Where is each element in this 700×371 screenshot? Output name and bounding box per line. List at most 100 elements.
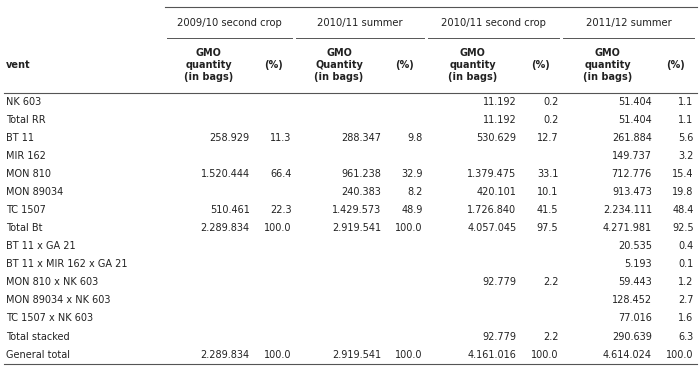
- Text: Total RR: Total RR: [6, 115, 46, 125]
- Text: 4.057.045: 4.057.045: [467, 223, 517, 233]
- Text: MIR 162: MIR 162: [6, 151, 46, 161]
- Text: 240.383: 240.383: [341, 187, 381, 197]
- Text: 4.161.016: 4.161.016: [468, 349, 517, 359]
- Text: 20.535: 20.535: [618, 241, 652, 251]
- Text: 1.726.840: 1.726.840: [468, 205, 517, 215]
- Text: BT 11: BT 11: [6, 133, 34, 143]
- Text: 5.6: 5.6: [678, 133, 694, 143]
- Text: MON 810 x NK 603: MON 810 x NK 603: [6, 278, 98, 288]
- Text: GMO
quantity
(in bags): GMO quantity (in bags): [184, 48, 233, 82]
- Text: 100.0: 100.0: [666, 349, 694, 359]
- Text: 5.193: 5.193: [624, 259, 652, 269]
- Text: (%): (%): [531, 60, 550, 70]
- Text: 1.1: 1.1: [678, 115, 694, 125]
- Text: General total: General total: [6, 349, 69, 359]
- Text: Total stacked: Total stacked: [6, 332, 69, 342]
- Text: 51.404: 51.404: [618, 97, 652, 107]
- Text: BT 11 x GA 21: BT 11 x GA 21: [6, 241, 75, 251]
- Text: 6.3: 6.3: [678, 332, 694, 342]
- Text: 0.1: 0.1: [678, 259, 694, 269]
- Text: GMO
quantity
(in bags): GMO quantity (in bags): [448, 48, 497, 82]
- Text: 48.9: 48.9: [402, 205, 423, 215]
- Text: NK 603: NK 603: [6, 97, 41, 107]
- Text: 100.0: 100.0: [264, 349, 291, 359]
- Text: 2.919.541: 2.919.541: [332, 223, 381, 233]
- Text: 97.5: 97.5: [537, 223, 559, 233]
- Text: 66.4: 66.4: [270, 169, 291, 179]
- Text: 510.461: 510.461: [210, 205, 250, 215]
- Text: 2.2: 2.2: [542, 332, 559, 342]
- Text: 1.520.444: 1.520.444: [200, 169, 250, 179]
- Text: 22.3: 22.3: [270, 205, 291, 215]
- Text: 290.639: 290.639: [612, 332, 652, 342]
- Text: 420.101: 420.101: [477, 187, 517, 197]
- Text: TC 1507 x NK 603: TC 1507 x NK 603: [6, 313, 92, 324]
- Text: 3.2: 3.2: [678, 151, 694, 161]
- Text: 19.8: 19.8: [672, 187, 694, 197]
- Text: 77.016: 77.016: [618, 313, 652, 324]
- Text: 4.271.981: 4.271.981: [603, 223, 652, 233]
- Text: 2.2: 2.2: [542, 278, 559, 288]
- Text: 258.929: 258.929: [209, 133, 250, 143]
- Text: 128.452: 128.452: [612, 295, 652, 305]
- Text: 1.379.475: 1.379.475: [467, 169, 517, 179]
- Text: 2.7: 2.7: [678, 295, 694, 305]
- Text: (%): (%): [395, 60, 414, 70]
- Text: MON 89034: MON 89034: [6, 187, 63, 197]
- Text: 51.404: 51.404: [618, 115, 652, 125]
- Text: 11.3: 11.3: [270, 133, 291, 143]
- Text: 92.5: 92.5: [672, 223, 694, 233]
- Text: 2.234.111: 2.234.111: [603, 205, 652, 215]
- Text: GMO
Quantity
(in bags): GMO Quantity (in bags): [314, 48, 364, 82]
- Text: 530.629: 530.629: [477, 133, 517, 143]
- Text: 15.4: 15.4: [672, 169, 694, 179]
- Text: 4.614.024: 4.614.024: [603, 349, 652, 359]
- Text: 100.0: 100.0: [395, 223, 423, 233]
- Text: 2010/11 summer: 2010/11 summer: [317, 17, 402, 27]
- Text: BT 11 x MIR 162 x GA 21: BT 11 x MIR 162 x GA 21: [6, 259, 127, 269]
- Text: (%): (%): [666, 60, 685, 70]
- Text: GMO
quantity
(in bags): GMO quantity (in bags): [583, 48, 633, 82]
- Text: Total Bt: Total Bt: [6, 223, 42, 233]
- Text: 48.4: 48.4: [672, 205, 694, 215]
- Text: 2.289.834: 2.289.834: [200, 349, 250, 359]
- Text: 2009/10 second crop: 2009/10 second crop: [177, 17, 282, 27]
- Text: MON 89034 x NK 603: MON 89034 x NK 603: [6, 295, 110, 305]
- Text: 2011/12 summer: 2011/12 summer: [586, 17, 672, 27]
- Text: 92.779: 92.779: [482, 278, 517, 288]
- Text: vent: vent: [6, 60, 30, 70]
- Text: 33.1: 33.1: [537, 169, 559, 179]
- Text: 0.2: 0.2: [543, 115, 559, 125]
- Text: 288.347: 288.347: [341, 133, 381, 143]
- Text: 913.473: 913.473: [612, 187, 652, 197]
- Text: 0.4: 0.4: [678, 241, 694, 251]
- Text: 8.2: 8.2: [407, 187, 423, 197]
- Text: 261.884: 261.884: [612, 133, 652, 143]
- Text: 92.779: 92.779: [482, 332, 517, 342]
- Text: 1.6: 1.6: [678, 313, 694, 324]
- Text: 12.7: 12.7: [537, 133, 559, 143]
- Text: 149.737: 149.737: [612, 151, 652, 161]
- Text: MON 810: MON 810: [6, 169, 50, 179]
- Text: 2.919.541: 2.919.541: [332, 349, 381, 359]
- Text: 1.1: 1.1: [678, 97, 694, 107]
- Text: 0.2: 0.2: [543, 97, 559, 107]
- Text: 100.0: 100.0: [531, 349, 559, 359]
- Text: 10.1: 10.1: [537, 187, 559, 197]
- Text: 1.2: 1.2: [678, 278, 694, 288]
- Text: (%): (%): [264, 60, 283, 70]
- Text: 961.238: 961.238: [341, 169, 381, 179]
- Text: 2.289.834: 2.289.834: [200, 223, 250, 233]
- Text: 9.8: 9.8: [407, 133, 423, 143]
- Text: 11.192: 11.192: [483, 115, 517, 125]
- Text: TC 1507: TC 1507: [6, 205, 46, 215]
- Text: 1.429.573: 1.429.573: [332, 205, 381, 215]
- Text: 712.776: 712.776: [612, 169, 652, 179]
- Text: 2010/11 second crop: 2010/11 second crop: [441, 17, 546, 27]
- Text: 59.443: 59.443: [618, 278, 652, 288]
- Text: 100.0: 100.0: [264, 223, 291, 233]
- Text: 11.192: 11.192: [483, 97, 517, 107]
- Text: 100.0: 100.0: [395, 349, 423, 359]
- Text: 32.9: 32.9: [401, 169, 423, 179]
- Text: 41.5: 41.5: [537, 205, 559, 215]
